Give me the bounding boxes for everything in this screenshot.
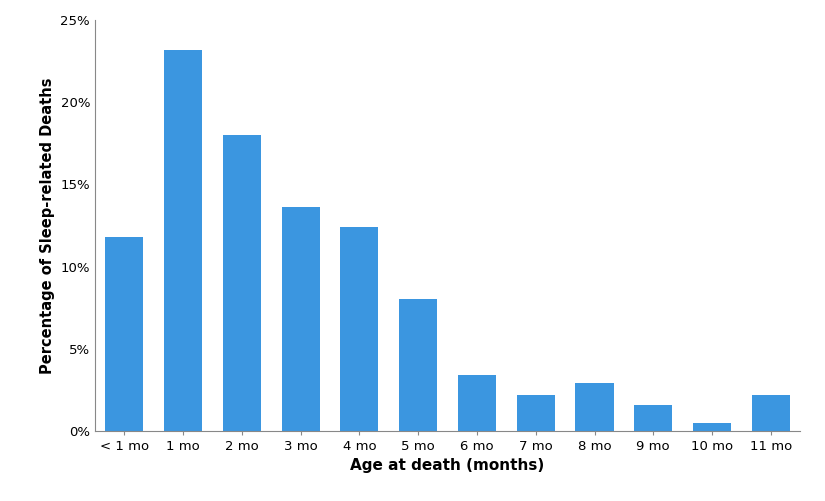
Bar: [399, 300, 437, 431]
Bar: [281, 207, 320, 431]
Bar: [693, 423, 731, 431]
Bar: [223, 135, 261, 431]
Bar: [634, 405, 672, 431]
Bar: [516, 395, 555, 431]
Bar: [458, 375, 496, 431]
Bar: [105, 237, 144, 431]
Y-axis label: Percentage of Sleep-related Deaths: Percentage of Sleep-related Deaths: [40, 77, 54, 374]
Bar: [752, 395, 790, 431]
Bar: [575, 383, 614, 431]
Bar: [164, 50, 202, 431]
Bar: [340, 227, 379, 431]
X-axis label: Age at death (months): Age at death (months): [351, 458, 544, 473]
